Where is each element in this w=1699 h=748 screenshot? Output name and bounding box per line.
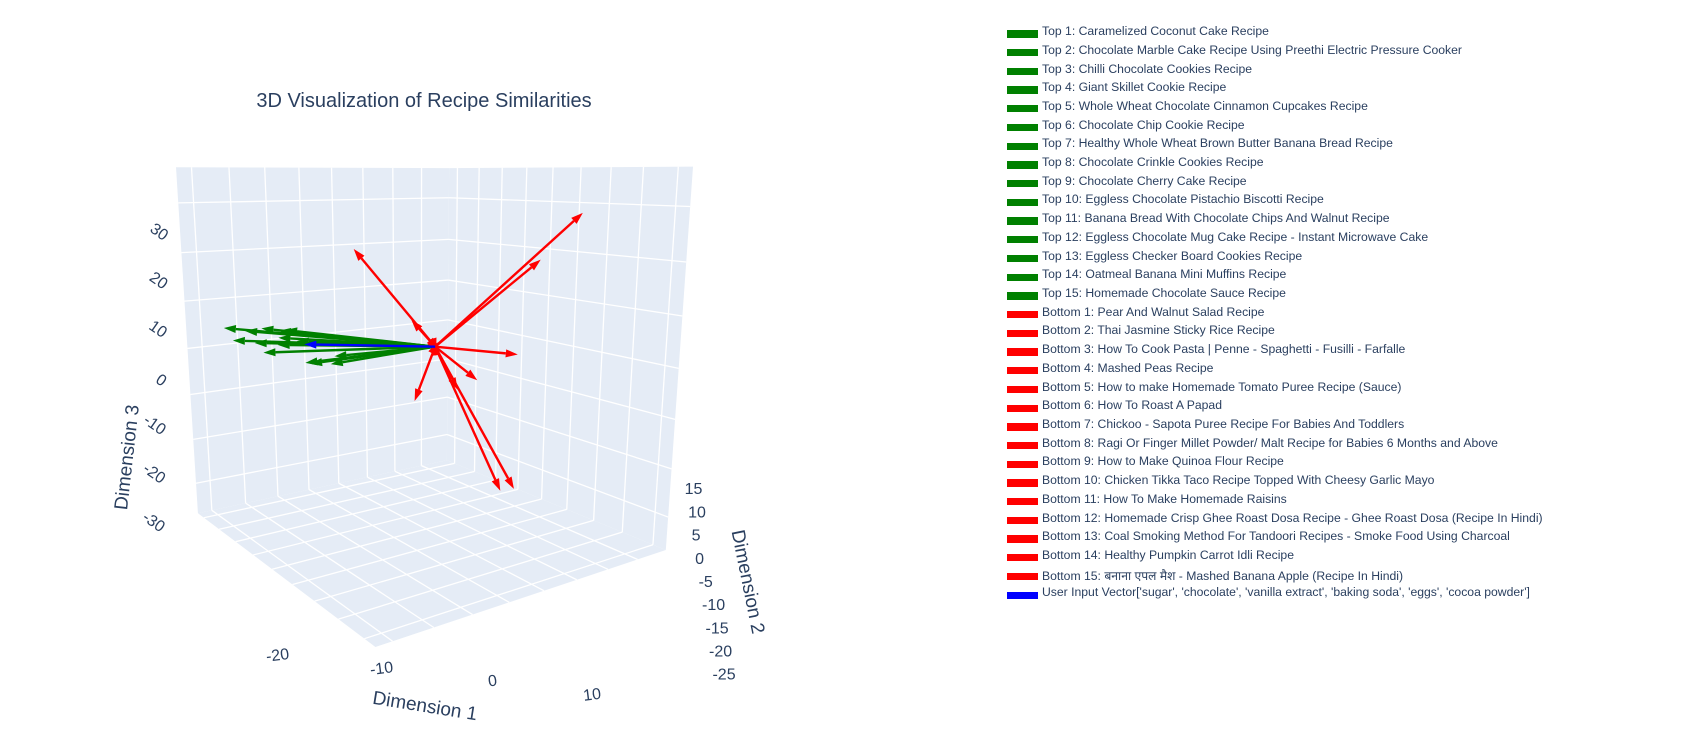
svg-text:5: 5	[692, 528, 701, 545]
svg-text:-20: -20	[140, 460, 169, 487]
svg-text:10: 10	[582, 686, 602, 705]
svg-text:-10: -10	[369, 659, 394, 679]
svg-text:30: 30	[147, 220, 171, 244]
svg-text:-20: -20	[265, 646, 290, 666]
svg-text:20: 20	[146, 269, 170, 293]
svg-text:0: 0	[152, 371, 169, 390]
svg-text:-15: -15	[706, 620, 729, 637]
svg-text:Dimension 2: Dimension 2	[727, 528, 769, 636]
svg-text:-20: -20	[709, 644, 732, 661]
svg-text:0: 0	[487, 672, 498, 690]
svg-text:-25: -25	[712, 667, 735, 684]
svg-text:-5: -5	[699, 574, 713, 591]
svg-text:-30: -30	[139, 509, 168, 536]
svg-text:-10: -10	[140, 412, 169, 439]
svg-text:0: 0	[695, 551, 704, 568]
svg-text:10: 10	[688, 504, 706, 521]
svg-text:15: 15	[685, 481, 703, 498]
svg-text:-10: -10	[702, 597, 725, 614]
svg-text:Dimension 1: Dimension 1	[371, 688, 479, 725]
svg-text:Dimension 3: Dimension 3	[111, 404, 144, 511]
svg-text:10: 10	[146, 318, 170, 342]
